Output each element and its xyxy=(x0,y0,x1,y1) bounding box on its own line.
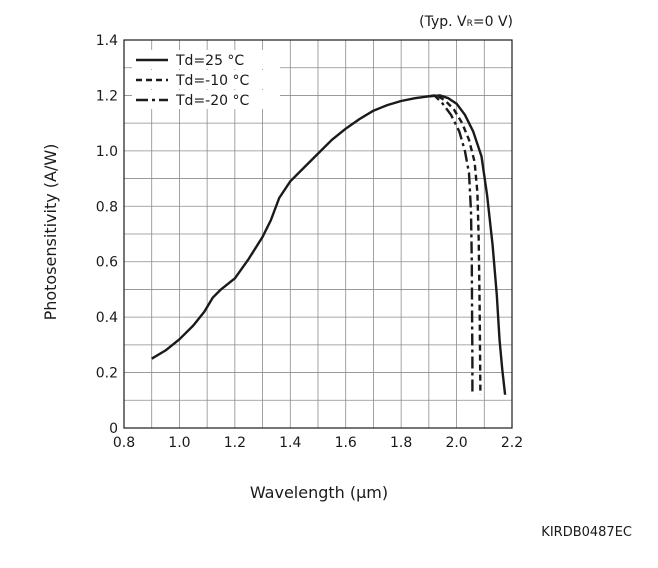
y-axis-label: Photosensitivity (A/W) xyxy=(41,144,60,321)
series-line-1 xyxy=(151,94,507,395)
legend-backdrop xyxy=(132,70,280,89)
x-tick-label: 1.6 xyxy=(335,435,357,451)
y-tick-label: 0.6 xyxy=(96,255,118,271)
legend: Td=25 °C Td=-10 °C Td=-20 °C xyxy=(132,50,280,109)
x-tick-label: 1.2 xyxy=(224,435,246,451)
figure-code: KIRDB0487EC xyxy=(541,525,632,540)
y-tick-label: 0.8 xyxy=(96,199,118,215)
legend-label: Td=25 °C xyxy=(175,53,244,69)
series-lines xyxy=(151,94,507,395)
y-tick-label: 0 xyxy=(109,421,118,437)
y-tick-label: 1.2 xyxy=(96,88,118,104)
x-tick-label: 1.4 xyxy=(279,435,301,451)
x-tick-label: 2.2 xyxy=(501,435,523,451)
y-tick-label: 1.0 xyxy=(96,144,118,160)
x-tick-label: 1.8 xyxy=(390,435,412,451)
plot-frame xyxy=(123,39,513,429)
legend-label: Td=-20 °C xyxy=(175,93,249,109)
y-tick-label: 0.2 xyxy=(96,366,118,382)
x-tick-label: 0.8 xyxy=(113,435,135,451)
legend-backdrop xyxy=(132,50,280,69)
y-tick-labels: 0 0.2 0.4 0.6 0.8 1.0 1.2 1.4 xyxy=(96,33,118,437)
y-tick-label: 0.4 xyxy=(96,310,118,326)
x-axis-label: Wavelength (µm) xyxy=(250,483,388,502)
y-tick-label: 1.4 xyxy=(96,33,118,49)
condition-note: (Typ. VR=0 V) xyxy=(419,14,513,30)
legend-backdrop xyxy=(132,90,280,109)
series-line-3 xyxy=(428,94,474,392)
legend-label: Td=-10 °C xyxy=(175,73,249,89)
x-tick-labels: 0.8 1.0 1.2 1.4 1.6 1.8 2.0 2.2 xyxy=(113,435,523,451)
series-line-2 xyxy=(428,94,482,395)
x-tick-label: 2.0 xyxy=(445,435,467,451)
x-tick-label: 1.0 xyxy=(168,435,190,451)
